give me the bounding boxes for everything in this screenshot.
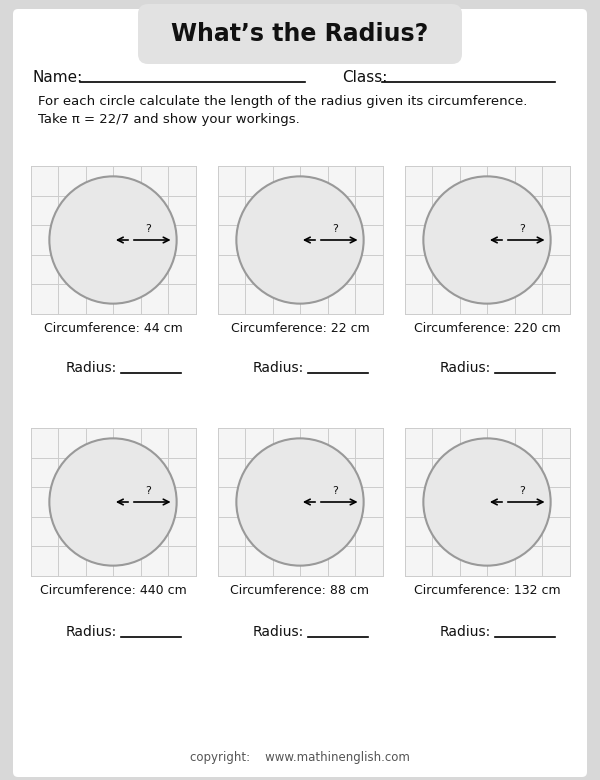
Bar [218,428,383,576]
Text: Name:: Name: [33,69,83,84]
Text: ?: ? [332,486,338,496]
Text: Radius:: Radius: [440,361,491,375]
Text: Radius:: Radius: [440,625,491,639]
Bar [404,428,569,576]
Text: Circumference: 132 cm: Circumference: 132 cm [413,584,560,597]
Circle shape [49,438,176,566]
Text: Take π = 22/7 and show your workings.: Take π = 22/7 and show your workings. [38,112,300,126]
Circle shape [49,176,176,303]
Circle shape [424,176,551,303]
Text: ?: ? [332,224,338,234]
Text: Circumference: 440 cm: Circumference: 440 cm [40,584,187,597]
Circle shape [236,438,364,566]
Text: Radius:: Radius: [66,625,117,639]
Bar [31,166,196,314]
Text: What’s the Radius?: What’s the Radius? [172,22,428,46]
Circle shape [236,176,364,303]
Text: Radius:: Radius: [253,361,304,375]
Bar [31,428,196,576]
Bar [218,166,383,314]
Text: ?: ? [145,224,151,234]
Text: Class:: Class: [342,69,388,84]
Text: Circumference: 44 cm: Circumference: 44 cm [44,322,182,335]
Text: copyright:    www.mathinenglish.com: copyright: www.mathinenglish.com [190,751,410,764]
Text: Circumference: 88 cm: Circumference: 88 cm [230,584,370,597]
Text: For each circle calculate the length of the radius given its circumference.: For each circle calculate the length of … [38,95,527,108]
Text: Radius:: Radius: [253,625,304,639]
FancyBboxPatch shape [13,9,587,777]
Text: ?: ? [519,486,525,496]
Bar [404,166,569,314]
FancyBboxPatch shape [138,4,462,64]
Text: ?: ? [519,224,525,234]
Circle shape [424,438,551,566]
Text: Circumference: 22 cm: Circumference: 22 cm [230,322,370,335]
Text: Circumference: 220 cm: Circumference: 220 cm [413,322,560,335]
Text: ?: ? [145,486,151,496]
Text: Radius:: Radius: [66,361,117,375]
